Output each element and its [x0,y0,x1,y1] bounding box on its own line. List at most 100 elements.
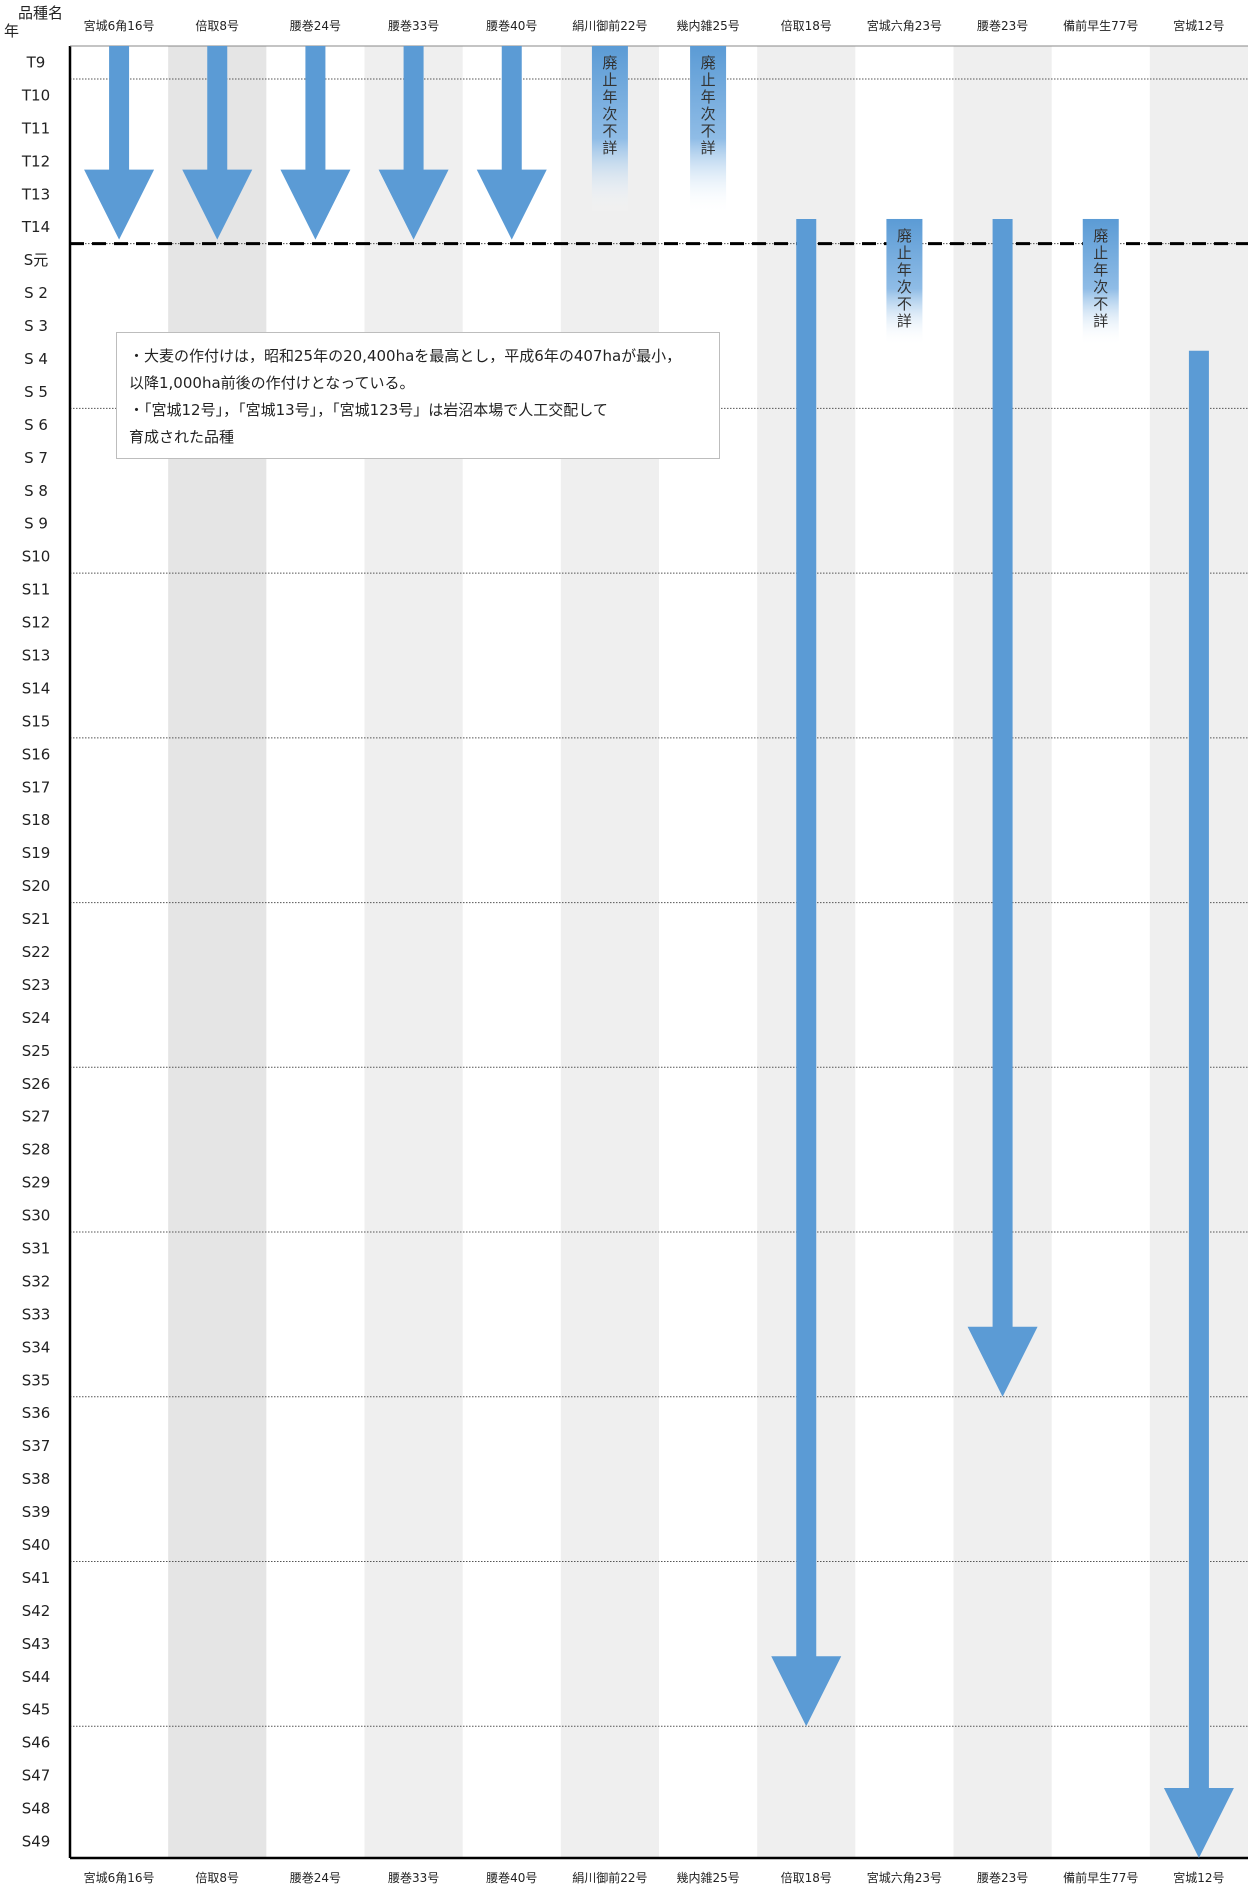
year-label: S37 [22,1437,51,1455]
year-label: S 4 [24,350,48,368]
year-label: S29 [22,1174,51,1192]
arrow-mark [967,218,1038,1397]
timeline-bar: 廃止年次不詳 [591,46,628,215]
year-label: S16 [22,745,51,763]
variety-label-top: 倍取8号 [195,18,239,33]
year-label: S43 [22,1635,51,1653]
year-label: S36 [22,1404,51,1422]
year-label: S 8 [24,482,48,500]
year-label: S32 [22,1272,51,1290]
year-label: S 2 [24,284,48,302]
variety-label-bottom: 腰巻40号 [486,1871,537,1885]
variety-header-label: 品種名 [18,4,64,22]
year-label: S23 [22,976,51,994]
arrow-mark [771,218,842,1727]
arrow-mark [378,46,449,240]
year-label: S35 [22,1371,51,1389]
year-label: S17 [22,778,51,796]
year-label: S40 [22,1536,51,1554]
column-stripe [364,46,463,1858]
year-label: T10 [21,86,50,104]
variety-label-bottom: 幾内雑25号 [676,1870,739,1885]
variety-label-top: 絹川御前22号 [572,18,647,33]
arrow-mark [84,46,155,240]
unknown-label: 廃止年次不詳 [602,54,617,157]
year-label: S47 [22,1767,51,1785]
year-label: S44 [22,1668,51,1686]
timeline-bar [182,46,253,240]
year-label: T12 [21,152,50,170]
year-label: S 6 [24,416,48,434]
year-label: S10 [22,548,51,566]
note-box: ・大麦の作付けは，昭和25年の20,400haを最高とし，平成6年の407haが… [116,332,720,459]
year-label: S21 [22,910,51,928]
note-line: ・大麦の作付けは，昭和25年の20,400haを最高とし，平成6年の407haが… [129,347,682,365]
variety-label-bottom: 宮城6角16号 [84,1870,155,1885]
fade-bar-mark [886,218,923,346]
year-label: S12 [22,614,51,632]
note-line: 育成された品種 [129,428,235,446]
timeline-bar: 廃止年次不詳 [886,218,923,346]
year-label: S38 [22,1470,51,1488]
year-label: S11 [22,581,51,599]
year-label: S13 [22,646,51,664]
variety-label-bottom: 腰巻24号 [290,1871,341,1885]
year-label: S18 [22,811,51,829]
variety-label-bottom: 腰巻23号 [977,1871,1028,1885]
fade-bar-mark [1082,218,1119,346]
year-label: S28 [22,1141,51,1159]
timeline-bar: 廃止年次不詳 [690,46,727,215]
variety-label-top: 宮城6角16号 [84,18,155,33]
year-label: T11 [21,119,50,137]
timeline-bar [771,218,842,1727]
unknown-label: 廃止年次不詳 [701,54,716,157]
column-stripe [168,46,267,1858]
year-header-label: 年 [4,22,20,40]
variety-label-top: 腰巻33号 [388,19,439,33]
column-stripe [560,46,659,1858]
year-label: S22 [22,943,51,961]
note-line: ・「宮城12号」，「宮城13号」，「宮城123号」は岩沼本場で人工交配して [129,401,608,419]
year-label: S46 [22,1734,51,1752]
variety-label-bottom: 倍取18号 [781,1870,832,1885]
timeline-bar [967,218,1038,1397]
year-label: T9 [26,53,46,71]
variety-label-top: 腰巻24号 [290,19,341,33]
arrow-mark [182,46,253,240]
year-label: S19 [22,844,51,862]
year-label: S33 [22,1305,51,1323]
unknown-label: 廃止年次不詳 [897,227,912,330]
variety-label-top: 腰巻23号 [977,19,1028,33]
year-label: S15 [22,712,51,730]
year-label: S42 [22,1602,51,1620]
variety-label-top: 宮城六角23号 [867,18,942,33]
year-label: S27 [22,1108,51,1126]
timeline-bar [84,46,155,240]
year-label: S 7 [24,449,48,467]
variety-label-bottom: 倍取8号 [195,1870,239,1885]
year-label: S元 [24,251,49,269]
year-label: S31 [22,1240,51,1258]
variety-label-bottom: 腰巻33号 [388,1871,439,1885]
year-label: S25 [22,1042,51,1060]
arrow-mark [476,46,547,240]
fade-bar-mark [591,46,628,215]
variety-label-bottom: 宮城12号 [1173,1870,1224,1885]
timeline-bar [1163,350,1234,1858]
year-label: S 5 [24,383,48,401]
year-label: S 9 [24,515,48,533]
year-label: S 3 [24,317,48,335]
variety-label-top: 宮城12号 [1173,18,1224,33]
year-label: S41 [22,1569,51,1587]
variety-label-top: 倍取18号 [781,18,832,33]
year-label: S20 [22,877,51,895]
variety-label-bottom: 宮城六角23号 [867,1870,942,1885]
variety-label-bottom: 絹川御前22号 [572,1870,647,1885]
year-label: S30 [22,1207,51,1225]
note-line: 以降1,000ha前後の作付けとなっている。 [129,374,415,392]
timeline-bar [280,46,351,240]
variety-label-top: 幾内雑25号 [676,18,739,33]
timeline-bar: 廃止年次不詳 [1082,218,1119,346]
year-label: S45 [22,1701,51,1719]
